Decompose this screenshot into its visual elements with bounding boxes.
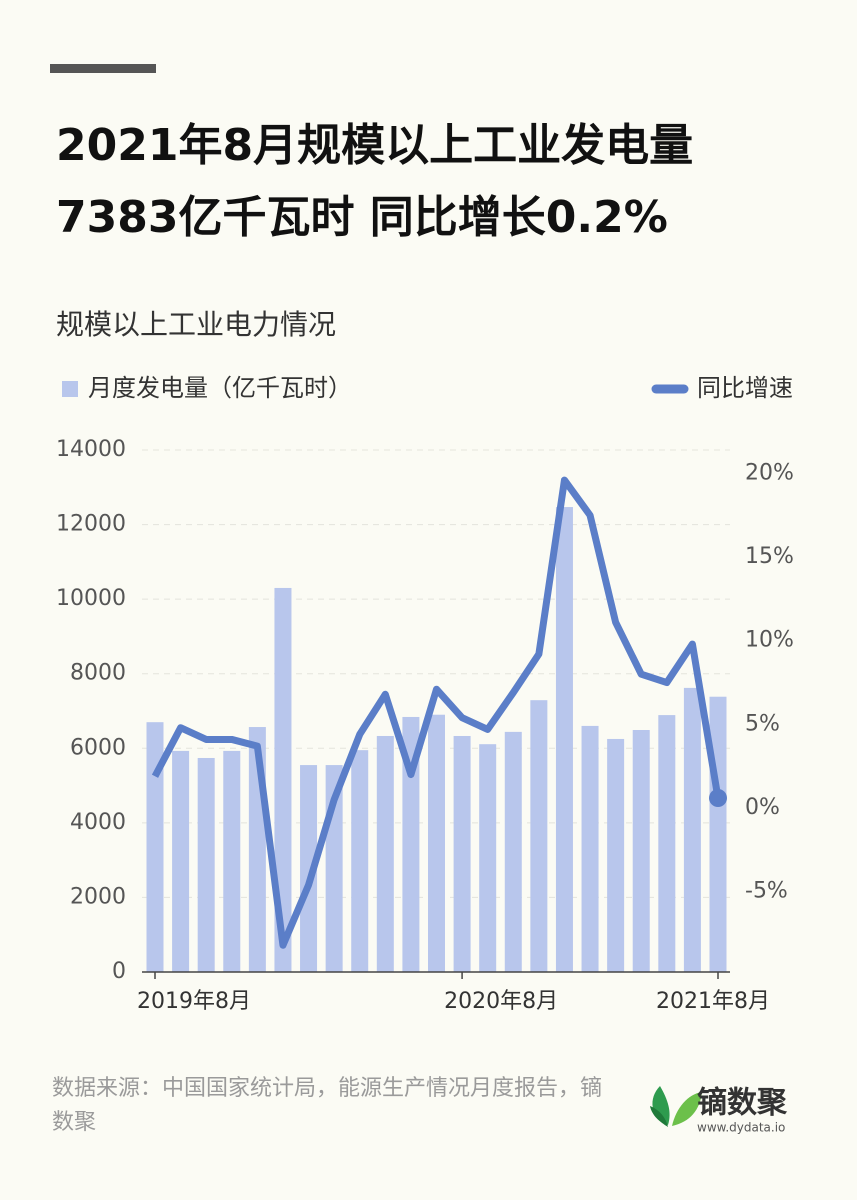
x-tick-label: 2019年8月 <box>137 989 251 1014</box>
bar <box>223 750 241 972</box>
bar <box>197 757 215 972</box>
title-bar <box>50 64 156 73</box>
bar <box>351 750 369 972</box>
line <box>151 476 722 949</box>
y2-tick-label: 5% <box>745 711 780 736</box>
y-tick-label: 14000 <box>56 437 126 462</box>
bar <box>504 731 522 972</box>
bar <box>709 696 727 972</box>
bar <box>479 744 497 972</box>
bar <box>607 738 625 972</box>
source-note: 数据来源：中国国家统计局，能源生产情况月度报告，镝数聚 <box>52 1076 603 1135</box>
y2-tick-label: -5% <box>745 879 788 904</box>
legend-label: 月度发电量（亿千瓦时） <box>88 374 352 402</box>
y2-tick-label: 20% <box>745 460 794 485</box>
bar <box>453 735 471 972</box>
bar <box>376 735 394 972</box>
brand: 镝数聚 <box>697 1086 788 1121</box>
bar <box>402 716 420 972</box>
bar <box>581 725 599 972</box>
bar <box>172 750 190 972</box>
bar <box>683 687 701 972</box>
bar <box>658 715 676 972</box>
legend-label: 同比增速 <box>697 374 793 402</box>
end-point <box>709 789 727 807</box>
y2-tick-label: 10% <box>745 628 794 653</box>
y-tick-label: 8000 <box>70 661 126 686</box>
y2-tick-label: 15% <box>745 544 794 569</box>
chart-title: 2021年8月规模以上工业发电量 <box>56 120 693 171</box>
bar <box>530 700 548 972</box>
bar <box>146 722 164 972</box>
legend-swatch <box>62 381 78 397</box>
brand-url: www.dydata.io <box>697 1121 785 1135</box>
x-tick-label: 2020年8月 <box>444 989 558 1014</box>
bar <box>428 714 445 972</box>
logo: 镝数聚 www.dydata.io <box>650 1086 788 1135</box>
chart-title: 7383亿千瓦时 同比增长0.2% <box>56 192 668 243</box>
bar <box>632 730 650 972</box>
bar <box>300 765 318 972</box>
bar <box>555 507 573 972</box>
chart-subtitle: 规模以上工业电力情况 <box>56 308 336 341</box>
bar <box>274 587 292 972</box>
y-tick-label: 2000 <box>70 884 126 909</box>
y-tick-label: 4000 <box>70 810 126 835</box>
y-tick-label: 0 <box>112 959 126 984</box>
y-tick-label: 10000 <box>56 586 126 611</box>
y2-tick-label: 0% <box>745 795 780 820</box>
y-tick-label: 6000 <box>70 735 126 760</box>
x-tick-label: 2021年8月 <box>656 989 770 1014</box>
y-tick-label: 12000 <box>56 512 126 537</box>
